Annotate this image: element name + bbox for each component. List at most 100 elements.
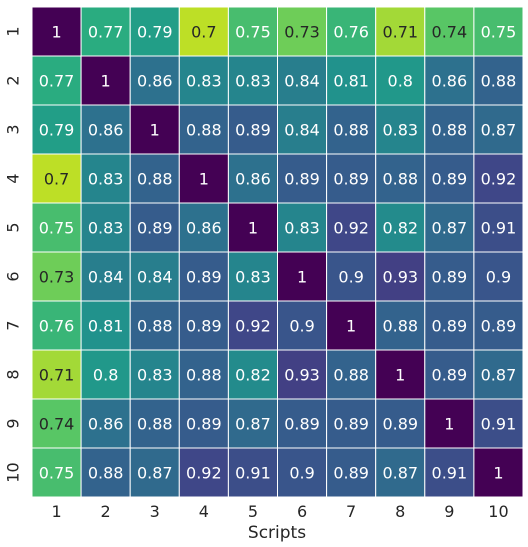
x-tick-label: 1: [51, 502, 61, 521]
cell-value-label: 0.83: [186, 72, 222, 91]
cell-value-label: 0.89: [432, 366, 468, 385]
heatmap-cell: [31, 398, 82, 449]
heatmap-cell: [129, 447, 180, 498]
cell-value-label: 0.83: [284, 219, 320, 238]
cell-value-label: 0.9: [289, 464, 314, 483]
cell-value-label: 0.9: [486, 268, 511, 287]
x-tick-labels: 1 2 3 4 5 6 7 8 9 10: [51, 502, 508, 521]
cell-value-label: 0.92: [481, 170, 517, 189]
cell-value-label: 0.88: [137, 317, 173, 336]
heatmap-cell: [473, 153, 524, 204]
heatmap-cell: [129, 398, 180, 449]
heatmap-cell: [277, 55, 328, 106]
cell-value-label: 1: [199, 170, 209, 189]
cell-value-label: 0.87: [432, 219, 468, 238]
cell-value-label: 1: [101, 72, 111, 91]
cell-value-label: 0.73: [39, 268, 75, 287]
heatmap-cell: [178, 398, 229, 449]
x-tick-label: 9: [444, 502, 454, 521]
cell-value-label: 0.88: [382, 317, 418, 336]
heatmap-cell: [473, 6, 524, 57]
heatmap-cell: [326, 398, 377, 449]
cell-value-label: 0.88: [432, 121, 468, 140]
heatmap-cell: [80, 398, 131, 449]
heatmap-cell: [375, 447, 426, 498]
x-tick-label: 3: [150, 502, 160, 521]
heatmap-cell: [227, 447, 278, 498]
x-axis-label: Scripts: [248, 523, 306, 543]
cell-value-label: 0.89: [186, 268, 222, 287]
cell-value-label: 0.89: [382, 415, 418, 434]
cell-value-label: 0.89: [284, 415, 320, 434]
heatmap-cell: [326, 104, 377, 155]
cell-value-label: 0.88: [186, 366, 222, 385]
cell-value-label: 0.84: [284, 72, 320, 91]
heatmap-cell: [129, 251, 180, 302]
cell-value-label: 0.89: [481, 317, 517, 336]
heatmap-cell: [326, 447, 377, 498]
cell-value-label: 0.88: [137, 415, 173, 434]
heatmap-cell: [31, 251, 82, 302]
heatmap-cell: [31, 300, 82, 351]
cell-value-label: 0.86: [88, 415, 124, 434]
heatmap-cell: [178, 300, 229, 351]
heatmap-cell: [178, 55, 229, 106]
heatmap-cell: [473, 55, 524, 106]
cell-value-label: 0.75: [235, 23, 271, 42]
heatmap-cell: [178, 251, 229, 302]
cell-value-label: 0.83: [88, 219, 124, 238]
heatmap-cell: [227, 349, 278, 400]
cell-value-label: 0.76: [333, 23, 369, 42]
cell-value-label: 0.92: [235, 317, 271, 336]
cell-value-label: 0.83: [88, 170, 124, 189]
cell-value-label: 0.93: [284, 366, 320, 385]
cell-value-label: 0.91: [481, 219, 517, 238]
cell-value-label: 0.83: [137, 366, 173, 385]
y-tick-label: 8: [4, 369, 23, 379]
heatmap-cell: [326, 153, 377, 204]
cell-value-label: 0.81: [88, 317, 124, 336]
heatmap-cell: [326, 349, 377, 400]
heatmap-cell: [424, 202, 475, 253]
heatmap-cell: [277, 300, 328, 351]
heatmap-cell: [424, 398, 475, 449]
cell-value-label: 1: [493, 464, 503, 483]
heatmap-cell: [424, 447, 475, 498]
x-tick-label: 7: [346, 502, 356, 521]
cell-value-label: 0.91: [235, 464, 271, 483]
heatmap-cell: [31, 447, 82, 498]
heatmap-cell: [277, 447, 328, 498]
cell-value-label: 1: [346, 317, 356, 336]
cell-value-label: 0.89: [333, 170, 369, 189]
cell-value-label: 0.86: [432, 72, 468, 91]
heatmap-cell: [80, 104, 131, 155]
cell-value-label: 0.93: [382, 268, 418, 287]
cell-value-label: 0.76: [39, 317, 75, 336]
cell-value-label: 0.88: [186, 121, 222, 140]
heatmap-cell: [178, 349, 229, 400]
cell-value-label: 0.83: [235, 72, 271, 91]
cell-value-label: 0.7: [191, 23, 216, 42]
cell-value-label: 0.8: [388, 72, 413, 91]
cell-value-label: 0.74: [39, 415, 75, 434]
heatmap-cell: [375, 398, 426, 449]
cell-value-label: 0.83: [382, 121, 418, 140]
cell-value-label: 1: [444, 415, 454, 434]
heatmap-cell: [129, 349, 180, 400]
heatmap-cell: [277, 153, 328, 204]
cell-value-label: 0.77: [88, 23, 124, 42]
cell-value-label: 0.89: [432, 170, 468, 189]
heatmap-cells: 1 0.77 0.79 0.7 0.75 0.73 0.76 0.71 0.74 0.750.77…: [31, 6, 524, 498]
cell-value-label: 0.88: [137, 170, 173, 189]
cell-value-label: 1: [297, 268, 307, 287]
heatmap-cell: [80, 55, 131, 106]
cell-value-label: 0.84: [284, 121, 320, 140]
cell-value-label: 0.92: [333, 219, 369, 238]
cell-value-label: 0.86: [235, 170, 271, 189]
cell-value-label: 0.77: [39, 72, 75, 91]
cell-value-label: 1: [395, 366, 405, 385]
heatmap-cell: [473, 447, 524, 498]
x-tick-label: 4: [199, 502, 209, 521]
cell-value-label: 0.86: [137, 72, 173, 91]
heatmap-cell: [424, 104, 475, 155]
